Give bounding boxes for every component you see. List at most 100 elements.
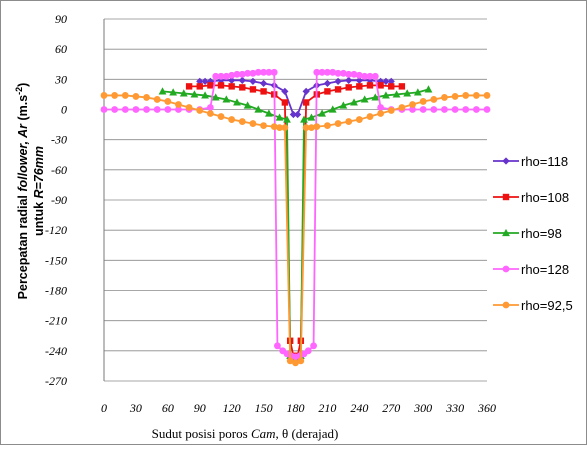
data-point — [275, 113, 284, 121]
data-point — [249, 120, 257, 127]
data-point — [196, 83, 203, 90]
data-point — [355, 71, 363, 79]
y-tick-label: -120 — [45, 223, 67, 237]
data-point — [313, 123, 321, 130]
data-point — [382, 77, 390, 85]
data-point — [302, 124, 310, 131]
legend-marker — [502, 157, 510, 165]
x-tick-labels: 0 30 60 90 120 150 180 210 240 270 300 330 360 — [101, 401, 496, 415]
data-point — [274, 342, 281, 350]
data-point — [153, 106, 161, 113]
data-point — [292, 359, 299, 367]
data-point — [111, 92, 119, 99]
data-point — [265, 68, 273, 76]
data-point — [283, 115, 291, 123]
data-point — [249, 77, 257, 85]
data-point — [324, 88, 331, 95]
data-point — [206, 104, 214, 111]
data-point — [169, 88, 178, 96]
data-point — [201, 91, 209, 99]
data-point — [201, 77, 209, 85]
x-tick-label: 180 — [287, 401, 305, 415]
data-point — [377, 77, 385, 85]
data-point — [111, 106, 119, 113]
data-point — [371, 72, 379, 80]
y-tick-label: 60 — [55, 42, 67, 56]
data-point — [158, 87, 167, 95]
data-point — [297, 357, 305, 365]
data-point — [238, 76, 246, 84]
legend-label: rho=92,5 — [521, 298, 573, 313]
data-point — [419, 98, 427, 105]
y-tick-label: 0 — [61, 103, 67, 117]
data-point — [483, 106, 491, 113]
x-tick-label: 60 — [162, 401, 174, 415]
data-point — [472, 92, 480, 99]
data-point — [334, 77, 342, 85]
y-tick-label: -180 — [45, 284, 67, 298]
data-point — [281, 87, 289, 95]
data-point — [217, 113, 225, 120]
data-point — [441, 94, 448, 101]
data-point — [217, 72, 225, 80]
legend-marker — [502, 265, 510, 273]
data-point — [430, 106, 438, 113]
data-point — [239, 84, 246, 91]
data-point — [339, 101, 348, 109]
y-tick-label: -210 — [45, 314, 67, 328]
data-point — [100, 106, 108, 113]
y-axis-label-line2: untuk R=76mm — [32, 146, 46, 236]
data-point — [276, 124, 283, 131]
legend-label: rho=98 — [521, 226, 562, 241]
data-point — [403, 89, 412, 97]
y-tick-label: 90 — [55, 12, 67, 26]
data-point — [419, 106, 427, 113]
data-point — [377, 104, 385, 111]
data-point — [254, 68, 262, 76]
data-point — [196, 107, 204, 114]
data-point — [462, 92, 470, 99]
data-point — [259, 79, 268, 87]
data-point — [228, 83, 235, 90]
data-point — [430, 96, 438, 103]
series-rho-92-5 — [100, 92, 491, 367]
x-tick-label: 270 — [382, 401, 400, 415]
data-point — [233, 98, 241, 106]
data-point — [350, 98, 358, 106]
data-point — [121, 106, 129, 113]
data-point — [206, 110, 214, 117]
data-point — [289, 110, 297, 119]
data-point — [334, 69, 342, 77]
legend-marker — [502, 193, 510, 201]
data-point — [324, 122, 331, 129]
data-point — [356, 83, 363, 90]
data-point — [360, 95, 369, 103]
data-point — [472, 106, 480, 113]
data-point — [441, 106, 448, 113]
x-tick-label: 30 — [129, 401, 142, 415]
legend-item: rho=108 — [493, 190, 569, 205]
legend-item: rho=118 — [493, 154, 568, 169]
data-point — [377, 110, 385, 117]
data-point — [302, 99, 310, 106]
y-tick-label: 30 — [54, 72, 67, 86]
data-point — [366, 72, 374, 80]
x-tick-label: 240 — [350, 401, 368, 415]
data-point — [179, 89, 188, 97]
data-point — [121, 92, 129, 99]
legend-marker — [502, 301, 510, 309]
legend-item: rho=128 — [493, 262, 569, 277]
data-point — [313, 68, 321, 76]
y-tick-label: -30 — [51, 133, 67, 147]
y-axis-label: Percepatan radial follower, Ar (m.s-2) — [14, 83, 30, 300]
data-point — [451, 93, 459, 100]
data-point — [334, 120, 342, 127]
x-tick-label: 360 — [477, 401, 496, 415]
data-point — [345, 84, 352, 91]
data-point — [424, 85, 433, 93]
data-point — [260, 122, 267, 129]
data-point — [387, 107, 395, 114]
data-point — [366, 82, 374, 89]
data-point — [377, 82, 384, 89]
data-point — [345, 76, 353, 84]
